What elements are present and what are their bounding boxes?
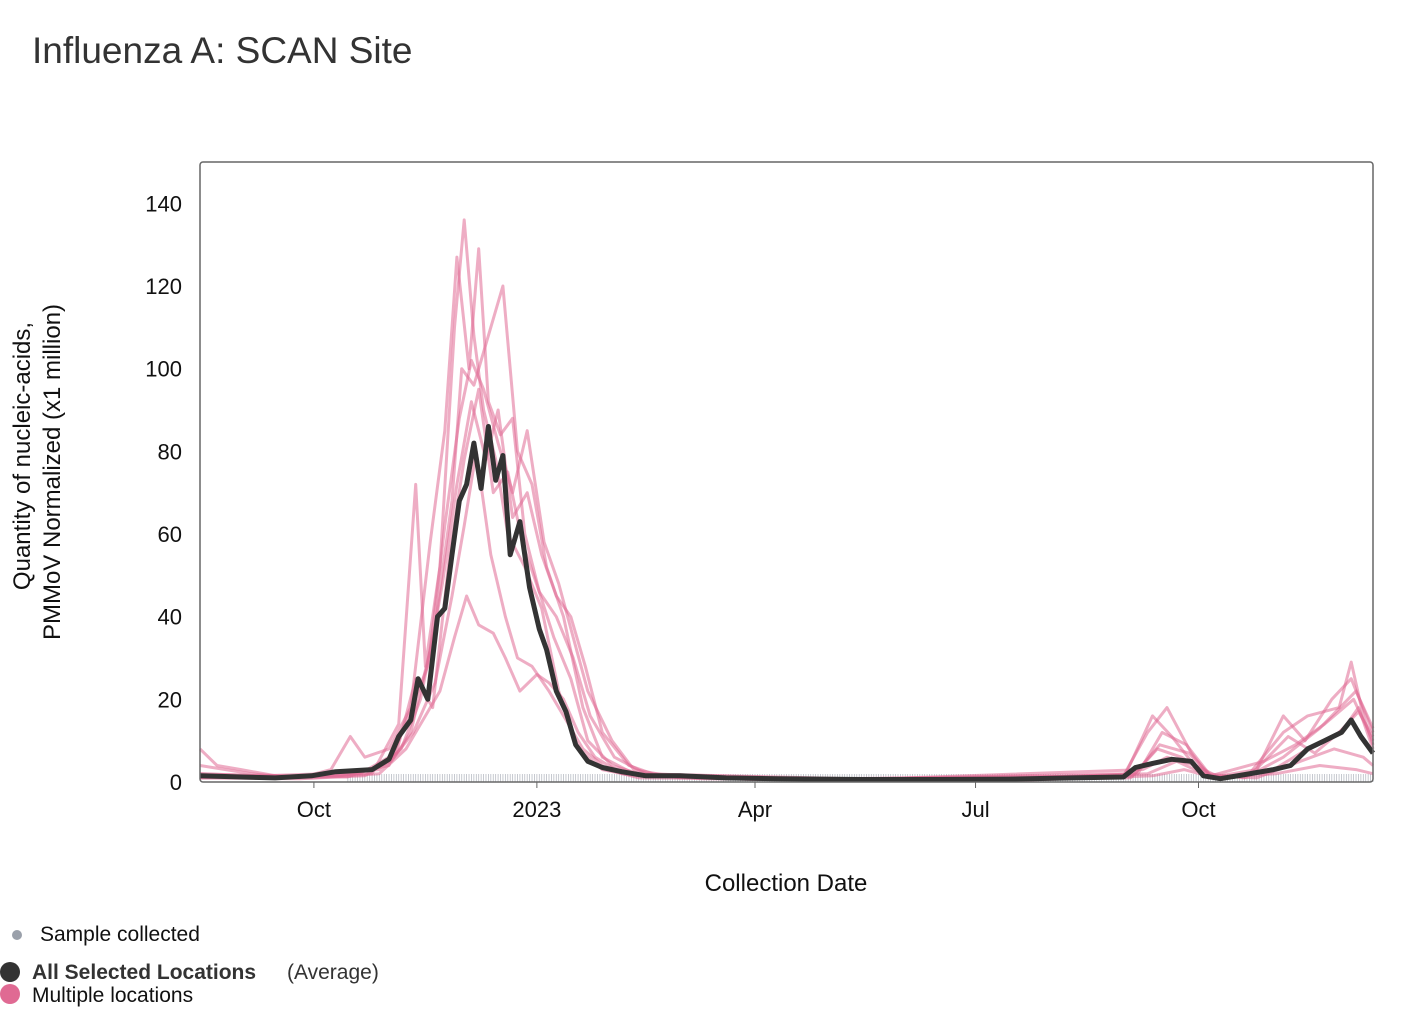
location-series-line-7[interactable]: [199, 449, 1374, 782]
location-series-line-2[interactable]: [199, 247, 1375, 781]
x-tick-label: Oct: [297, 797, 331, 822]
location-series-line-1[interactable]: [198, 218, 1375, 781]
x-axis-label: Collection Date: [705, 870, 868, 897]
x-tick-label: 2023: [512, 797, 561, 822]
plot-frame: [199, 161, 1374, 783]
x-tick-label: Apr: [738, 797, 772, 822]
y-tick-label: 40: [158, 605, 182, 630]
y-tick-label: 80: [158, 439, 182, 464]
legend-sample-label: Sample collected: [40, 923, 200, 946]
location-series-line-5[interactable]: [199, 387, 1375, 782]
x-axis-ticks: Oct 2023 Apr Jul Oct: [297, 782, 1216, 822]
chart-title: Influenza A: SCAN Site: [32, 30, 413, 71]
location-series-line-3[interactable]: [199, 284, 1375, 782]
x-tick-label: Jul: [961, 797, 989, 822]
y-axis-label-line-1: Quantity of nucleic-acids,: [9, 322, 36, 590]
y-tick-label: 0: [170, 770, 182, 795]
x-tick-label: Oct: [1181, 797, 1215, 822]
legend-average-suffix: (Average): [287, 961, 379, 984]
y-axis-label-line-2: PMMoV Normalized (x1 million): [39, 304, 66, 640]
y-axis-ticks: 0 20 40 60 80 100 120 140: [145, 191, 182, 795]
y-tick-label: 20: [158, 687, 182, 712]
average-dot-icon: [0, 962, 20, 982]
average-series-layer: [199, 424, 1376, 782]
y-tick-label: 120: [145, 274, 182, 299]
legend-average-label: All Selected Locations: [32, 961, 257, 984]
y-tick-label: 100: [145, 357, 182, 382]
sample-dot-icon: [12, 930, 22, 940]
y-tick-label: 60: [158, 522, 182, 547]
location-series-layer: [198, 218, 1375, 782]
location-series-line-4[interactable]: [199, 358, 1375, 782]
legend-multi-label: Multiple locations: [32, 984, 194, 1007]
average-series-line[interactable]: [199, 424, 1376, 782]
locations-dot-icon: [0, 984, 20, 1004]
y-tick-label: 140: [145, 191, 182, 216]
line-chart: 0 20 40 60 80 100 120 140 Oct 2023 Apr Jul Oct Coll…: [9, 161, 1376, 897]
location-series-line-8[interactable]: [199, 400, 1375, 781]
